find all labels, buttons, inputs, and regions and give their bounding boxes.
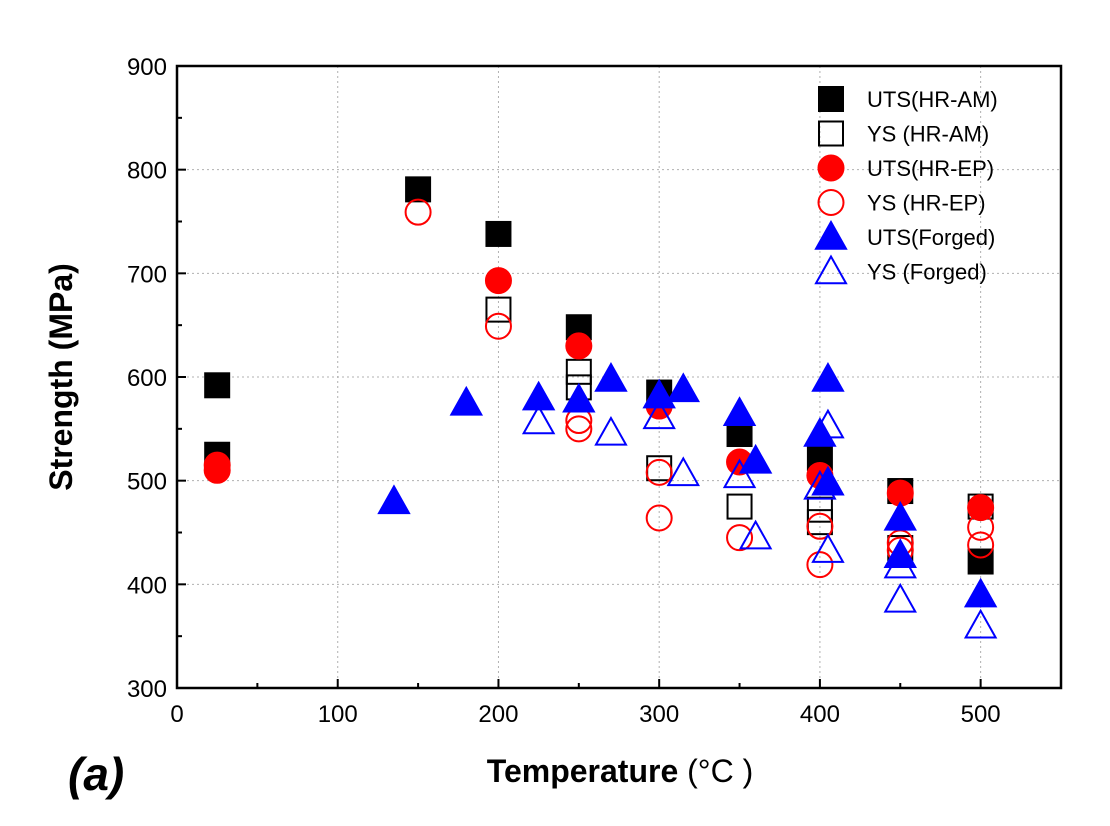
data-point <box>521 380 556 411</box>
y-tick-label: 700 <box>127 261 167 288</box>
data-point <box>726 493 753 520</box>
data-point <box>967 513 995 541</box>
legend-marker <box>818 120 844 147</box>
x-tick-label: 500 <box>961 701 1001 728</box>
legend-item-0: UTS(HR-AM) <box>818 86 998 112</box>
data-point <box>883 582 917 613</box>
y-tick-label: 800 <box>127 158 167 185</box>
x-tick-label: 0 <box>170 701 183 728</box>
data-point <box>666 372 700 403</box>
legend-item-2: UTS(HR-EP) <box>817 154 994 182</box>
data-point <box>594 415 628 446</box>
series-2-markers <box>203 267 995 522</box>
x-axis-title-label: Temperature <box>487 753 678 789</box>
legend-label: UTS(HR-AM) <box>867 87 998 112</box>
x-axis-title: Temperature (°C ) <box>487 753 753 789</box>
data-point <box>642 399 676 430</box>
data-point <box>404 198 432 226</box>
data-point <box>883 538 917 569</box>
data-point <box>811 465 845 496</box>
data-point <box>565 332 593 360</box>
x-tick-label: 300 <box>639 701 679 728</box>
data-point <box>963 608 998 639</box>
legend: UTS(HR-AM) YS (HR-AM) UTS(HR-EP) YS (HR-EP)… <box>814 86 998 285</box>
x-tick-label: 200 <box>478 701 518 728</box>
data-point <box>738 519 773 550</box>
y-axis-title: Strength (MPa) <box>43 263 79 491</box>
data-point <box>806 512 834 540</box>
data-point <box>449 385 484 416</box>
data-point <box>645 458 673 486</box>
legend-label: YS (HR-EP) <box>867 191 986 216</box>
legend-marker <box>814 219 848 250</box>
data-point <box>594 362 628 392</box>
data-point <box>811 408 845 439</box>
data-point <box>963 577 998 608</box>
data-point <box>811 362 845 392</box>
data-markers <box>203 176 998 639</box>
data-point <box>803 469 837 500</box>
data-point <box>484 312 512 340</box>
data-point <box>726 524 754 552</box>
data-point <box>967 531 995 559</box>
data-point <box>484 267 512 295</box>
panel-label: (a) <box>68 748 124 800</box>
data-point <box>485 296 512 323</box>
x-tick-label: 400 <box>800 701 840 728</box>
data-point <box>377 484 411 515</box>
legend-marker <box>814 254 848 285</box>
legend-label: YS (HR-AM) <box>867 122 989 147</box>
y-tick-label: 400 <box>127 572 167 599</box>
legend-marker <box>817 189 845 216</box>
data-point <box>562 382 596 413</box>
data-point <box>642 378 676 409</box>
data-point <box>645 504 673 532</box>
series-4-markers <box>377 362 998 608</box>
legend-marker <box>817 154 845 182</box>
data-point <box>738 443 773 474</box>
data-point <box>485 220 512 247</box>
legend-label: UTS(HR-EP) <box>867 156 994 181</box>
y-tick-label: 900 <box>127 54 167 81</box>
x-axis-title-unit: (°C ) <box>687 753 753 789</box>
data-point <box>803 416 837 447</box>
data-point <box>204 372 231 399</box>
legend-item-3: YS (HR-EP) <box>817 189 986 216</box>
data-point <box>883 548 917 579</box>
data-point <box>565 415 593 443</box>
data-point <box>722 458 757 489</box>
legend-item-4: UTS(Forged) <box>814 219 995 250</box>
data-point <box>967 494 995 522</box>
series-5-markers <box>521 399 998 639</box>
data-point <box>521 404 556 435</box>
legend-item-5: YS (Forged) <box>814 254 987 285</box>
y-tick-label: 500 <box>127 469 167 496</box>
axis-ticks: 0 100 200 300 400 500 300 400 500 600 700 800 900 <box>127 54 1062 728</box>
legend-label: YS (Forged) <box>867 260 987 285</box>
legend-marker <box>818 86 844 112</box>
data-point <box>722 396 757 426</box>
y-tick-label: 300 <box>127 676 167 703</box>
data-point <box>565 358 592 385</box>
data-point <box>405 176 432 203</box>
data-point <box>806 551 834 579</box>
data-point <box>203 456 231 484</box>
data-point <box>666 456 700 487</box>
legend-label: UTS(Forged) <box>867 225 995 250</box>
x-tick-label: 100 <box>318 701 358 728</box>
data-point <box>883 500 917 531</box>
legend-item-1: YS (HR-AM) <box>818 120 989 147</box>
y-tick-label: 600 <box>127 365 167 392</box>
data-point <box>811 533 845 563</box>
